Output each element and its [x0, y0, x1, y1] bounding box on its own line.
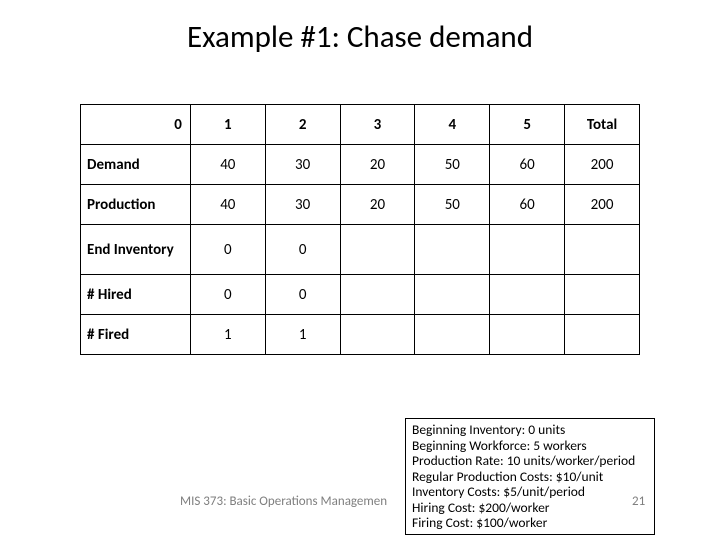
cell: 200	[565, 185, 640, 225]
col-head-3: 3	[340, 105, 415, 145]
info-line: Firing Cost: $100/worker	[412, 515, 648, 531]
cell	[490, 275, 565, 315]
cell: 20	[340, 145, 415, 185]
cell: 1	[265, 315, 340, 355]
cell	[490, 315, 565, 355]
cell	[340, 275, 415, 315]
table-header-row: 0 1 2 3 4 5 Total	[81, 105, 640, 145]
info-line: Beginning Workforce: 5 workers	[412, 438, 648, 454]
cell: 0	[190, 225, 265, 275]
cell	[340, 315, 415, 355]
cell	[415, 275, 490, 315]
cell: 30	[265, 185, 340, 225]
data-table-container: 0 1 2 3 4 5 Total Demand 40 30 20 50 60 …	[80, 104, 640, 355]
col-head-4: 4	[415, 105, 490, 145]
row-label: Demand	[81, 145, 191, 185]
cell: 50	[415, 145, 490, 185]
info-line: Production Rate: 10 units/worker/period	[412, 453, 648, 469]
cell: 60	[490, 185, 565, 225]
row-label: # Hired	[81, 275, 191, 315]
cell: 0	[190, 275, 265, 315]
table-row: Demand 40 30 20 50 60 200	[81, 145, 640, 185]
cell: 1	[190, 315, 265, 355]
col-head-2: 2	[265, 105, 340, 145]
cell	[415, 225, 490, 275]
cell	[565, 225, 640, 275]
table-row: # Fired 1 1	[81, 315, 640, 355]
cell	[415, 315, 490, 355]
col-head-0: 0	[81, 105, 191, 145]
info-line: Inventory Costs: $5/unit/period	[412, 484, 648, 500]
col-head-total: Total	[565, 105, 640, 145]
info-line: Beginning Inventory: 0 units	[412, 422, 648, 438]
cell: 20	[340, 185, 415, 225]
table-row: Production 40 30 20 50 60 200	[81, 185, 640, 225]
cell: 30	[265, 145, 340, 185]
cell: 40	[190, 145, 265, 185]
cell: 200	[565, 145, 640, 185]
cell: 40	[190, 185, 265, 225]
col-head-1: 1	[190, 105, 265, 145]
info-box: Beginning Inventory: 0 units Beginning W…	[405, 418, 655, 535]
table-row: End Inventory 0 0	[81, 225, 640, 275]
row-label: Production	[81, 185, 191, 225]
row-label: End Inventory	[81, 225, 191, 275]
cell	[340, 225, 415, 275]
row-label: # Fired	[81, 315, 191, 355]
cell	[565, 275, 640, 315]
slide-title: Example #1: Chase demand	[0, 0, 720, 56]
table-row: # Hired 0 0	[81, 275, 640, 315]
info-line: Regular Production Costs: $10/unit	[412, 469, 648, 485]
table-body: Demand 40 30 20 50 60 200 Production 40 …	[81, 145, 640, 355]
cell	[490, 225, 565, 275]
info-line: Hiring Cost: $200/worker	[412, 500, 648, 516]
cell: 60	[490, 145, 565, 185]
cell: 0	[265, 275, 340, 315]
cell: 50	[415, 185, 490, 225]
page-number: 21	[632, 494, 645, 509]
chase-demand-table: 0 1 2 3 4 5 Total Demand 40 30 20 50 60 …	[80, 104, 640, 355]
col-head-5: 5	[490, 105, 565, 145]
cell	[565, 315, 640, 355]
cell: 0	[265, 225, 340, 275]
footer-text: MIS 373: Basic Operations Managemen	[180, 494, 387, 509]
